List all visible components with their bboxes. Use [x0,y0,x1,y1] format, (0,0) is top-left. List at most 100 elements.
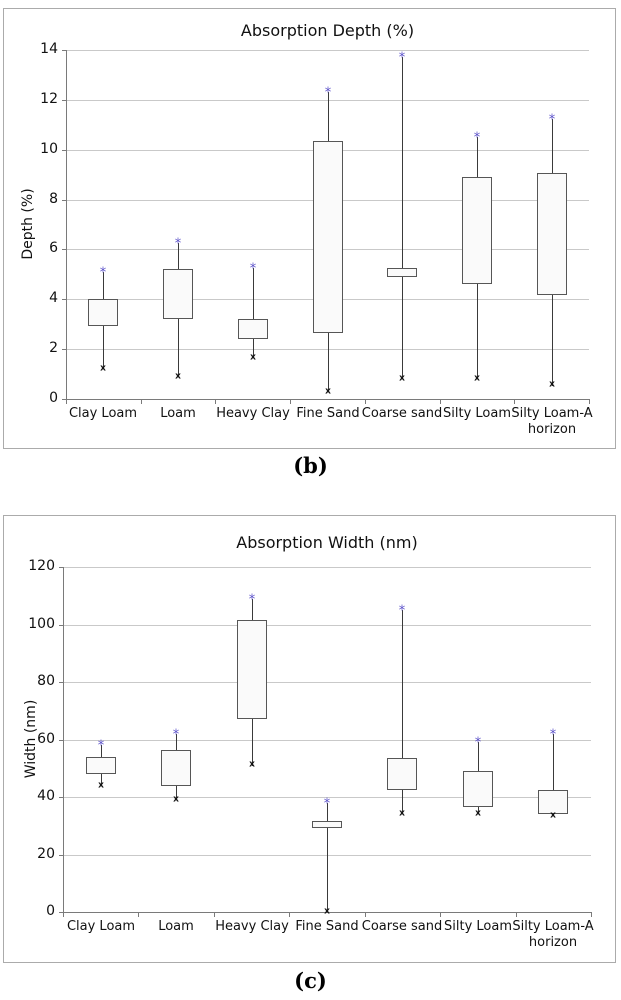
y-axis-tick-label: 10 [40,141,58,157]
chart-title: Absorption Width (nm) [236,533,418,552]
x-axis-line [63,912,592,913]
whisker-max-marker: * [248,592,256,608]
y-axis-tick-label: 4 [49,290,58,306]
box-iqr [538,790,568,814]
whisker-min-marker: x [474,373,480,384]
x-axis-tick [214,913,215,917]
box-iqr [161,750,191,786]
x-axis-tick [440,913,441,917]
box-iqr [88,299,118,326]
category-label: Silty Loam-A horizon [512,919,594,951]
x-axis-tick [589,400,590,404]
y-axis-tick [62,349,66,350]
whisker-min-marker: x [549,379,555,390]
box-whisker [553,734,554,816]
y-axis-tick-label: 8 [49,191,58,207]
plot-area: 0 20 40 60 80 100 120 * x Clay Loam * x Loam * x Heavy … [4,516,615,962]
gridline [63,625,591,626]
whisker-min-marker: x [324,906,330,917]
box-iqr [387,758,417,790]
x-axis-tick [365,400,366,404]
whisker-max-marker: * [172,727,180,743]
plot-area: 0 2 4 6 8 10 12 14 * x Clay Loam * x Loam * x Heavy Clay… [4,9,615,448]
y-axis-tick-label: 0 [49,390,58,406]
chart-panel-absorption-width: Absorption Width (nm) Width (nm) 0 20 40 60… [3,515,616,963]
whisker-max-marker: * [474,735,482,751]
y-axis-tick-label: 0 [46,903,55,919]
x-axis-line [66,399,590,400]
y-axis-tick-label: 12 [40,91,58,107]
whisker-min-marker: x [399,808,405,819]
gridline [63,682,591,683]
y-axis-tick-label: 120 [28,558,55,574]
category-label: Fine Sand [296,406,360,421]
box-iqr [238,319,268,339]
box-iqr [312,821,342,828]
whisker-min-marker: x [399,373,405,384]
whisker-max-marker: * [99,265,107,281]
y-axis-tick [62,249,66,250]
gridline [63,567,591,568]
y-axis-tick [59,625,63,626]
y-axis-tick [59,682,63,683]
gridline [63,740,591,741]
whisker-min-marker: x [325,386,331,397]
box-iqr [313,141,343,333]
x-axis-tick [63,913,64,917]
figure-caption-b: (b) [293,453,328,478]
y-axis-tick [62,150,66,151]
box-iqr [163,269,193,319]
whisker-max-marker: * [549,727,557,743]
whisker-max-marker: * [324,85,332,101]
category-label: Fine Sand [295,919,359,934]
x-axis-tick [138,913,139,917]
y-axis-tick-label: 40 [37,788,55,804]
gridline [66,349,589,350]
category-label: Coarse sand [361,406,443,421]
whisker-max-marker: * [398,603,406,619]
gridline [66,50,589,51]
whisker-max-marker: * [398,50,406,66]
category-label: Silty Loam-A horizon [511,406,593,438]
whisker-max-marker: * [249,261,257,277]
y-axis-tick-label: 100 [28,616,55,632]
box-iqr [237,620,267,719]
y-axis-line [66,50,67,399]
y-axis-tick [59,797,63,798]
category-label: Silty Loam [443,406,511,421]
gridline [66,100,589,101]
gridline [63,797,591,798]
whisker-min-marker: x [173,794,179,805]
x-axis-tick [289,913,290,917]
category-label: Coarse sand [361,919,443,934]
x-axis-tick [516,913,517,917]
whisker-max-marker: * [174,236,182,252]
y-axis-line [63,567,64,912]
box-iqr [463,771,493,807]
whisker-max-marker: * [97,738,105,754]
chart-title: Absorption Depth (%) [240,21,415,40]
whisker-min-marker: x [98,780,104,791]
y-axis-tick-label: 2 [49,340,58,356]
y-axis-tick [62,399,66,400]
y-axis-tick-label: 80 [37,673,55,689]
box-iqr [462,177,492,284]
whisker-max-marker: * [548,112,556,128]
x-axis-tick [215,400,216,404]
y-axis-tick [59,912,63,913]
y-axis-tick [62,100,66,101]
whisker-min-marker: x [175,371,181,382]
category-label: Clay Loam [68,406,138,421]
x-axis-tick [591,913,592,917]
whisker-min-marker: x [550,810,556,821]
category-label: Heavy Clay [216,406,290,421]
whisker-max-marker: * [473,130,481,146]
y-axis-tick-label: 60 [37,731,55,747]
x-axis-tick [440,400,441,404]
box-whisker [402,610,403,814]
whisker-min-marker: x [100,363,106,374]
whisker-max-marker: * [323,796,331,812]
box-iqr [86,757,116,774]
y-axis-tick [59,855,63,856]
whisker-min-marker: x [475,808,481,819]
